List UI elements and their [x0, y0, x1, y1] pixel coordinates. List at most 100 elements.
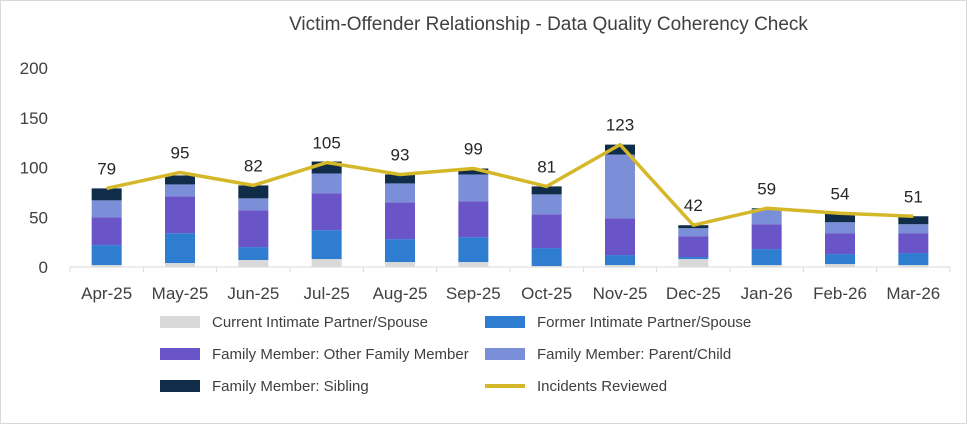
bar-segment [91, 265, 122, 267]
chart-title: Victim-Offender Relationship - Data Qual… [289, 14, 808, 35]
bar-segment [91, 245, 122, 266]
bar-segment [898, 233, 929, 254]
line-data-label: 59 [757, 179, 776, 198]
bar-segment [311, 193, 342, 231]
legend-item-former-intimate: Former Intimate Partner/Spouse [485, 312, 800, 332]
legend-label: Former Intimate Partner/Spouse [537, 313, 752, 331]
bar-segment [605, 255, 635, 266]
x-tick-label: Apr-25 [81, 284, 132, 303]
bar-segment [678, 257, 709, 260]
bar-segment [751, 265, 782, 267]
bar-segment [825, 254, 855, 265]
legend-label: Family Member: Parent/Child [537, 345, 732, 363]
bar-segment [165, 175, 195, 185]
legend-item-parent-child: Family Member: Parent/Child [485, 344, 800, 364]
legend-label: Family Member: Sibling [212, 377, 369, 395]
legend-swatch [485, 316, 525, 328]
x-tick-label: Jun-25 [227, 284, 279, 303]
bar-segment [531, 194, 562, 215]
line-data-label: 82 [244, 156, 263, 175]
line-data-label: 123 [606, 116, 634, 135]
x-tick-label: Feb-26 [813, 284, 867, 303]
legend-item-sibling: Family Member: Sibling [160, 376, 485, 396]
bar-segment [385, 183, 415, 203]
bar-segment [898, 216, 929, 225]
bar-segment [678, 236, 709, 258]
legend-line-swatch [485, 384, 525, 388]
line-data-label: 42 [684, 196, 703, 215]
bar-segment [825, 222, 855, 234]
bar-segment [458, 237, 489, 263]
x-tick-label: Dec-25 [666, 284, 721, 303]
bar-segment [165, 196, 195, 234]
bar-segment [751, 209, 782, 225]
bar-segment [825, 233, 855, 255]
line-data-label: 95 [171, 143, 190, 162]
legend: Current Intimate Partner/Spouse Former I… [160, 312, 800, 396]
bar-segment [311, 173, 342, 194]
bar-segment [385, 262, 415, 267]
bar-segment [898, 265, 929, 267]
bar-segment [678, 228, 709, 237]
y-tick-label: 0 [39, 258, 48, 277]
bar-segment [385, 202, 415, 240]
bar-segment [385, 174, 415, 184]
x-tick-label: Mar-26 [886, 284, 940, 303]
x-tick-label: Aug-25 [373, 284, 428, 303]
bar-segment [91, 188, 122, 201]
bar-segment [458, 201, 489, 238]
legend-swatch [160, 380, 200, 392]
bar-segment [238, 185, 269, 199]
bar-segment [531, 248, 562, 267]
bar-segment [825, 264, 855, 267]
bar-segment [238, 198, 269, 211]
bar-segment [751, 249, 782, 266]
x-axis-ticks: Apr-25 May-25 Jun-25 Jul-25 Aug-25 Sep-25 Oct-… [69, 267, 951, 303]
y-tick-label: 150 [20, 109, 48, 128]
legend-item-incidents-reviewed: Incidents Reviewed [485, 376, 800, 396]
data-labels: 79 95 82 105 93 99 81 123 42 59 54 51 [97, 116, 923, 216]
y-axis-ticks: 0 50 100 150 200 [20, 59, 48, 277]
bar-segment [165, 184, 195, 197]
bar-segment [605, 154, 635, 219]
line-data-label: 79 [97, 159, 116, 178]
bars-layer [91, 144, 929, 267]
line-data-label: 54 [831, 184, 850, 203]
line-data-label: 105 [312, 134, 340, 153]
x-tick-label: May-25 [152, 284, 209, 303]
bar-segment [458, 174, 489, 202]
x-tick-label: Sep-25 [446, 284, 501, 303]
line-data-label: 81 [537, 157, 556, 176]
bar-segment [165, 233, 195, 264]
bar-segment [238, 247, 269, 261]
bar-segment [458, 262, 489, 267]
bar-segment [238, 210, 269, 248]
bar-segment [605, 218, 635, 256]
y-tick-label: 200 [20, 59, 48, 78]
bar-segment [605, 265, 635, 267]
bar-segment [605, 144, 635, 155]
bar-segment [751, 224, 782, 250]
legend-item-current-intimate: Current Intimate Partner/Spouse [160, 312, 485, 332]
bar-segment [165, 263, 195, 267]
bar-segment [531, 214, 562, 249]
line-data-label: 93 [391, 145, 410, 164]
legend-swatch [485, 348, 525, 360]
bar-segment [898, 224, 929, 234]
legend-label: Family Member: Other Family Member [212, 345, 469, 363]
line-layer [106, 142, 914, 227]
legend-swatch [160, 316, 200, 328]
bar-segment [678, 259, 709, 267]
bar-segment [311, 230, 342, 260]
legend-item-other-family: Family Member: Other Family Member [160, 344, 485, 364]
bar-segment [531, 186, 562, 195]
bar-segment [825, 213, 855, 223]
bar-segment [458, 168, 489, 175]
bar-segment [311, 161, 342, 174]
bar-segment [385, 239, 415, 263]
x-tick-label: Jan-26 [741, 284, 793, 303]
bar-segment [91, 200, 122, 218]
legend-label: Incidents Reviewed [537, 377, 668, 395]
bar-segment [311, 259, 342, 267]
